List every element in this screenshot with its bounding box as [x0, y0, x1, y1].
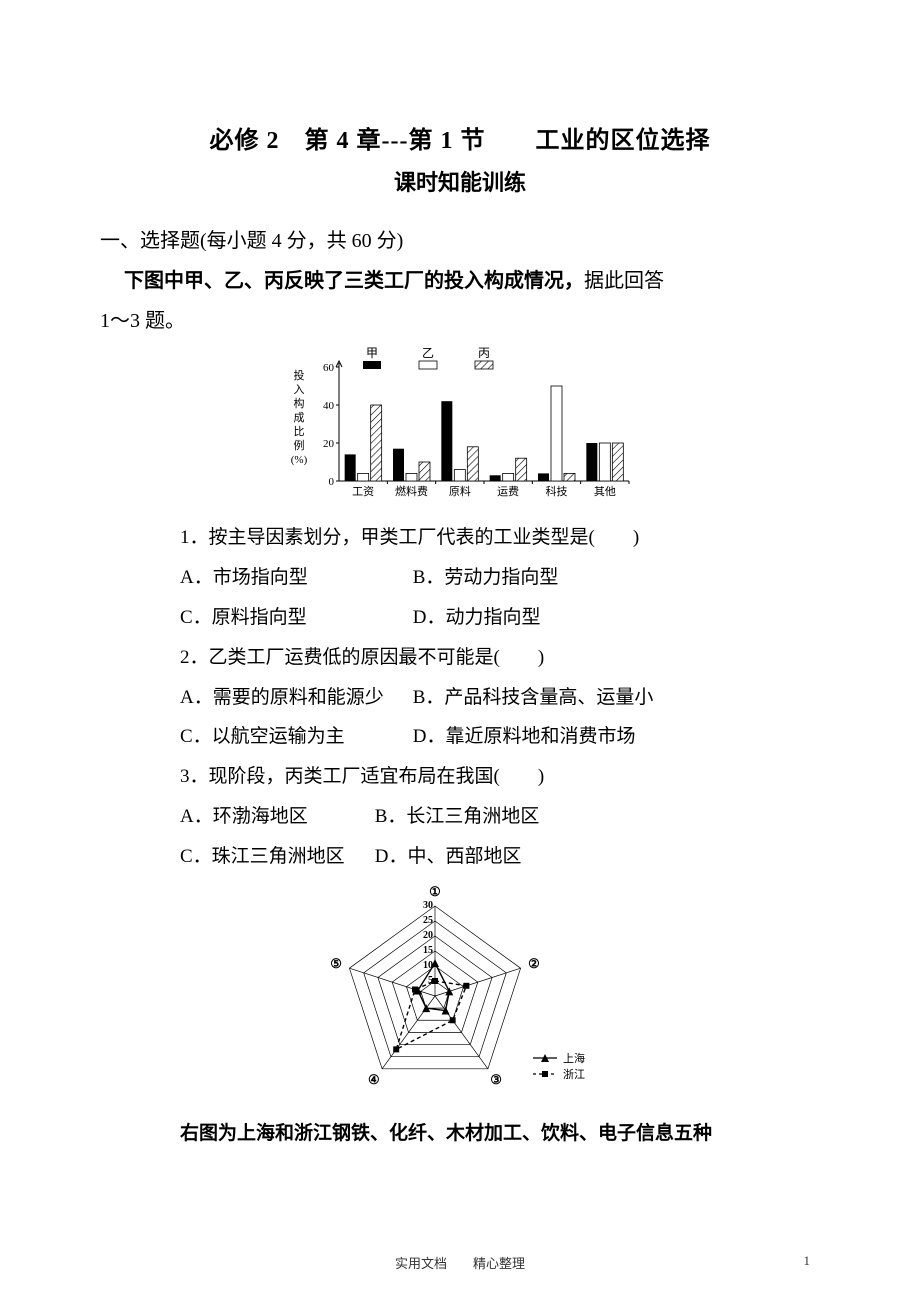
- q3-a: A．环渤海地区: [180, 797, 370, 837]
- svg-text:25: 25: [423, 915, 433, 926]
- q3-stem: 3．现阶段，丙类工厂适宜布局在我国( ): [180, 757, 820, 797]
- context-1-tail: 据此回答: [584, 270, 664, 292]
- context-2: 右图为上海和浙江钢铁、化纤、木材加工、饮料、电子信息五种: [180, 1114, 820, 1154]
- q3-b: B．长江三角洲地区: [375, 806, 540, 827]
- context-1-line2: 1～3 题。: [100, 301, 820, 341]
- q1-b: B．劳动力指向型: [413, 567, 559, 588]
- q3-d: D．中、西部地区: [375, 846, 522, 867]
- svg-text:工资: 工资: [352, 485, 374, 498]
- q2-d: D．靠近原料地和消费市场: [413, 726, 636, 747]
- svg-text:燃料费: 燃料费: [395, 484, 428, 498]
- context-1: 下图中甲、乙、丙反映了三类工厂的投入构成情况，据此回答: [100, 261, 820, 301]
- q3-row1: A．环渤海地区 B．长江三角洲地区: [180, 797, 820, 837]
- svg-text:0: 0: [329, 476, 335, 488]
- svg-text:构: 构: [294, 396, 305, 410]
- svg-text:(%): (%): [291, 454, 308, 466]
- svg-text:④: ④: [368, 1072, 380, 1087]
- q1-row1: A．市场指向型 B．劳动力指向型: [180, 558, 820, 598]
- svg-text:入: 入: [294, 384, 305, 396]
- q2-stem: 2．乙类工厂运费低的原因最不可能是( ): [180, 638, 820, 678]
- svg-text:原料: 原料: [449, 484, 471, 498]
- footer: 实用文档 精心整理 1: [0, 1253, 920, 1272]
- svg-text:20: 20: [323, 438, 335, 450]
- q1-row2: C．原料指向型 D．动力指向型: [180, 598, 820, 638]
- svg-text:乙: 乙: [422, 346, 434, 360]
- svg-text:其他: 其他: [594, 485, 616, 498]
- q2-row2: C．以航空运输为主 D．靠近原料地和消费市场: [180, 717, 820, 757]
- svg-text:科技: 科技: [546, 484, 568, 498]
- bar-chart: 0 20 40 60 投入构成比例 (%) 甲 乙 丙工资 燃料费 原料 运费 科技 其他: [100, 345, 820, 510]
- q2-a: A．需要的原料和能源少: [180, 678, 408, 718]
- footer-text: 实用文档 精心整理: [395, 1256, 525, 1271]
- svg-text:比: 比: [294, 425, 305, 438]
- page-number: 1: [804, 1253, 811, 1269]
- q2-c: C．以航空运输为主: [180, 717, 408, 757]
- svg-text:投: 投: [294, 368, 305, 382]
- title-main: 必修 2 第 4 章---第 1 节 工业的区位选择: [100, 120, 820, 155]
- svg-text:②: ②: [528, 956, 540, 971]
- svg-text:浙江: 浙江: [563, 1068, 585, 1081]
- svg-text:③: ③: [490, 1072, 502, 1087]
- context-1-bold: 下图中甲、乙、丙反映了三类工厂的投入构成情况，: [124, 270, 584, 292]
- svg-text:15: 15: [423, 945, 433, 956]
- svg-text:丙: 丙: [478, 346, 490, 360]
- q2-b: B．产品科技含量高、运量小: [413, 687, 654, 708]
- svg-text:①: ①: [429, 884, 441, 899]
- q1-d: D．动力指向型: [413, 607, 541, 628]
- q1-c: C．原料指向型: [180, 598, 408, 638]
- svg-text:例: 例: [294, 438, 305, 452]
- radar-chart: ①②③④⑤51015202530上海浙江: [100, 881, 820, 1106]
- section-heading: 一、选择题(每小题 4 分，共 60 分): [100, 221, 820, 261]
- q1-stem: 1．按主导因素划分，甲类工厂代表的工业类型是( ): [180, 518, 820, 558]
- title-sub: 课时知能训练: [100, 165, 820, 197]
- svg-text:20: 20: [423, 930, 433, 941]
- svg-text:⑤: ⑤: [330, 956, 342, 971]
- q1-a: A．市场指向型: [180, 558, 408, 598]
- svg-text:运费: 运费: [497, 485, 519, 498]
- q3-row2: C．珠江三角洲地区 D．中、西部地区: [180, 837, 820, 877]
- svg-text:成: 成: [294, 411, 305, 424]
- svg-text:甲: 甲: [366, 346, 378, 360]
- svg-text:40: 40: [323, 400, 335, 412]
- q3-c: C．珠江三角洲地区: [180, 837, 370, 877]
- svg-text:30: 30: [423, 900, 433, 911]
- svg-text:60: 60: [323, 362, 335, 374]
- svg-text:上海: 上海: [563, 1051, 585, 1065]
- q2-row1: A．需要的原料和能源少 B．产品科技含量高、运量小: [180, 678, 820, 718]
